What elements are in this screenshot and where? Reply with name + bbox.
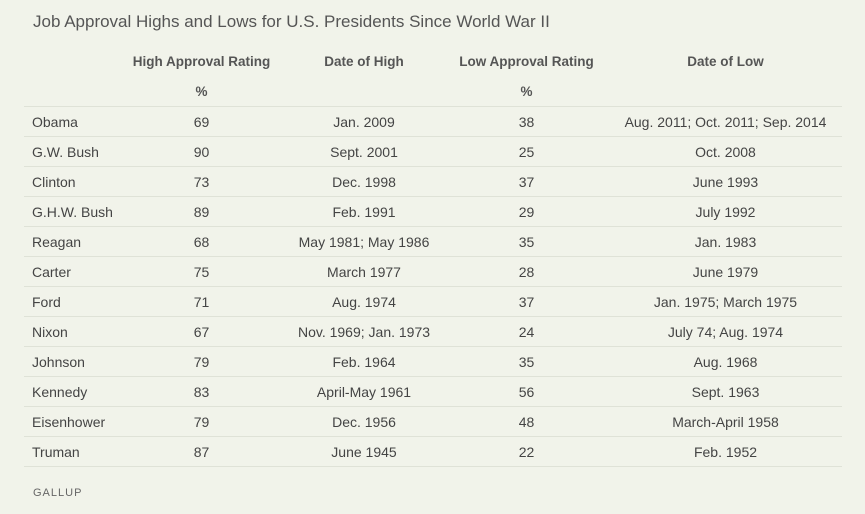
table-row: Johnson 79 Feb. 1964 35 Aug. 1968 (24, 346, 842, 377)
low-approval-cell: 24 (444, 316, 609, 347)
unit-label (24, 76, 119, 107)
table-row: Truman 87 June 1945 22 Feb. 1952 (24, 436, 842, 467)
high-approval-cell: 69 (119, 106, 284, 137)
president-cell: Carter (24, 256, 119, 287)
date-of-high-cell: Aug. 1974 (284, 286, 444, 317)
unit-label (609, 76, 842, 107)
column-header-low-approval: Low Approval Rating (459, 53, 594, 69)
low-approval-cell: 22 (444, 436, 609, 467)
date-of-low-cell: Oct. 2008 (609, 136, 842, 167)
low-approval-cell: 38 (444, 106, 609, 137)
table-row: Eisenhower 79 Dec. 1956 48 March-April 1958 (24, 406, 842, 437)
date-of-low-cell: Aug. 1968 (609, 346, 842, 377)
high-approval-cell: 87 (119, 436, 284, 467)
date-of-high-cell: June 1945 (284, 436, 444, 467)
date-of-low-cell: March-April 1958 (609, 406, 842, 437)
low-approval-cell: 37 (444, 166, 609, 197)
column-header-date-of-low: Date of Low (687, 53, 764, 69)
high-approval-cell: 68 (119, 226, 284, 257)
unit-label-high: % (195, 83, 208, 99)
president-cell: Nixon (24, 316, 119, 347)
low-approval-cell: 29 (444, 196, 609, 227)
low-approval-cell: 56 (444, 376, 609, 407)
header-row: High Approval Rating Date of High Low Ap… (24, 46, 842, 76)
president-cell: Johnson (24, 346, 119, 377)
date-of-high-cell: May 1981; May 1986 (284, 226, 444, 257)
high-approval-cell: 67 (119, 316, 284, 347)
high-approval-cell: 73 (119, 166, 284, 197)
low-approval-cell: 35 (444, 226, 609, 257)
president-cell: G.W. Bush (24, 136, 119, 167)
date-of-high-cell: April-May 1961 (284, 376, 444, 407)
date-of-high-cell: Dec. 1956 (284, 406, 444, 437)
president-cell: G.H.W. Bush (24, 196, 119, 227)
table-row: G.H.W. Bush 89 Feb. 1991 29 July 1992 (24, 196, 842, 227)
column-header-president (24, 46, 119, 76)
date-of-high-cell: Sept. 2001 (284, 136, 444, 167)
table-row: Clinton 73 Dec. 1998 37 June 1993 (24, 166, 842, 197)
president-cell: Eisenhower (24, 406, 119, 437)
table-row: Nixon 67 Nov. 1969; Jan. 1973 24 July 74; Au… (24, 316, 842, 347)
low-approval-cell: 37 (444, 286, 609, 317)
date-of-low-cell: June 1993 (609, 166, 842, 197)
date-of-low-cell: Aug. 2011; Oct. 2011; Sep. 2014 (609, 106, 842, 137)
date-of-high-cell: Nov. 1969; Jan. 1973 (284, 316, 444, 347)
low-approval-cell: 48 (444, 406, 609, 437)
date-of-low-cell: Jan. 1975; March 1975 (609, 286, 842, 317)
unit-label-low: % (520, 83, 533, 99)
high-approval-cell: 90 (119, 136, 284, 167)
high-approval-cell: 79 (119, 346, 284, 377)
high-approval-cell: 71 (119, 286, 284, 317)
low-approval-cell: 25 (444, 136, 609, 167)
chart-title: Job Approval Highs and Lows for U.S. Pre… (33, 12, 550, 31)
date-of-low-cell: June 1979 (609, 256, 842, 287)
date-of-low-cell: Feb. 1952 (609, 436, 842, 467)
table-row: Carter 75 March 1977 28 June 1979 (24, 256, 842, 287)
low-approval-cell: 35 (444, 346, 609, 377)
date-of-low-cell: July 1992 (609, 196, 842, 227)
column-header-date-of-high: Date of High (324, 53, 404, 69)
president-cell: Clinton (24, 166, 119, 197)
table-body: Obama 69 Jan. 2009 38 Aug. 2011; Oct. 2011; … (24, 106, 842, 467)
source-label: GALLUP (33, 487, 83, 499)
date-of-high-cell: Feb. 1991 (284, 196, 444, 227)
table-row: Reagan 68 May 1981; May 1986 35 Jan. 1983 (24, 226, 842, 257)
date-of-high-cell: Dec. 1998 (284, 166, 444, 197)
date-of-low-cell: Sept. 1963 (609, 376, 842, 407)
table-row: Kennedy 83 April-May 1961 56 Sept. 1963 (24, 376, 842, 407)
table-row: Ford 71 Aug. 1974 37 Jan. 1975; March 1975 (24, 286, 842, 317)
date-of-low-cell: Jan. 1983 (609, 226, 842, 257)
column-header-high-approval: High Approval Rating (132, 53, 271, 69)
high-approval-cell: 83 (119, 376, 284, 407)
high-approval-cell: 79 (119, 406, 284, 437)
date-of-low-cell: July 74; Aug. 1974 (609, 316, 842, 347)
president-cell: Kennedy (24, 376, 119, 407)
approval-table: High Approval Rating Date of High Low Ap… (24, 46, 842, 467)
president-cell: Truman (24, 436, 119, 467)
high-approval-cell: 89 (119, 196, 284, 227)
president-cell: Reagan (24, 226, 119, 257)
units-row: % % (24, 76, 842, 107)
table-row: Obama 69 Jan. 2009 38 Aug. 2011; Oct. 2011; … (24, 106, 842, 137)
president-cell: Ford (24, 286, 119, 317)
president-cell: Obama (24, 106, 119, 137)
low-approval-cell: 28 (444, 256, 609, 287)
high-approval-cell: 75 (119, 256, 284, 287)
unit-label (284, 76, 444, 107)
date-of-high-cell: Feb. 1964 (284, 346, 444, 377)
date-of-high-cell: Jan. 2009 (284, 106, 444, 137)
table-row: G.W. Bush 90 Sept. 2001 25 Oct. 2008 (24, 136, 842, 167)
date-of-high-cell: March 1977 (284, 256, 444, 287)
